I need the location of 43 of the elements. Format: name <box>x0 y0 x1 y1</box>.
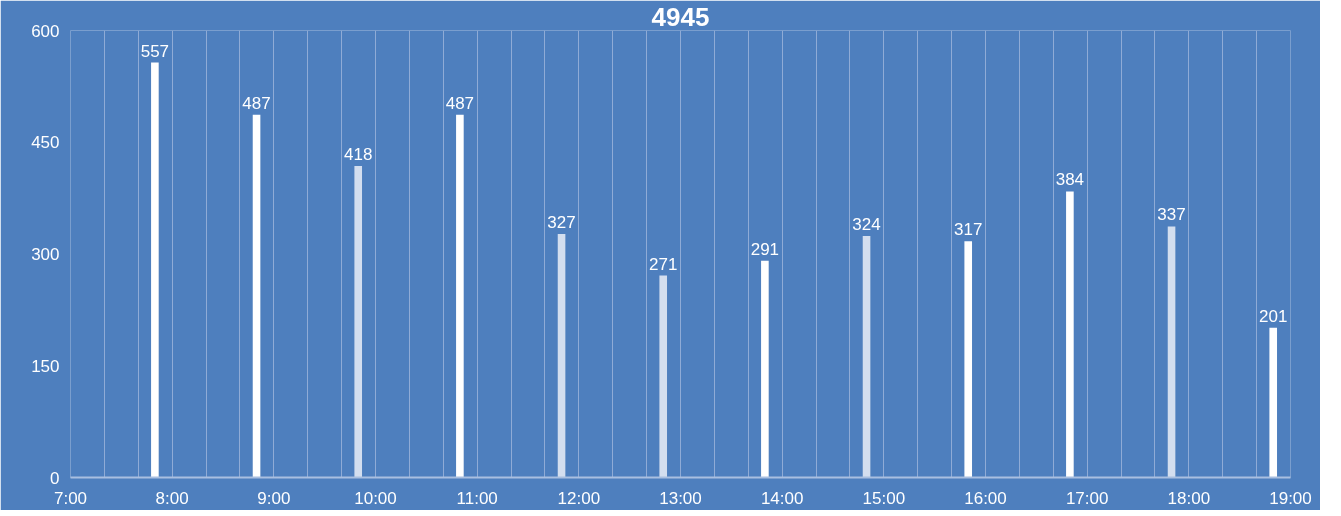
bar <box>557 233 566 478</box>
x-tick-label: 8:00 <box>155 488 189 508</box>
data-label: 557 <box>140 41 170 61</box>
data-label: 384 <box>1055 170 1085 190</box>
x-tick-label: 13:00 <box>659 488 702 508</box>
data-label: 337 <box>1157 205 1186 225</box>
bar <box>151 62 159 478</box>
y-tick-label: 300 <box>31 245 60 264</box>
data-label: 317 <box>954 220 983 240</box>
data-label: 487 <box>445 93 475 113</box>
data-label: 327 <box>547 212 576 232</box>
data-label: 291 <box>750 239 780 259</box>
x-tick-label: 16:00 <box>964 488 1007 508</box>
x-tick-label: 14:00 <box>760 488 804 508</box>
bar <box>964 241 973 478</box>
y-tick-label: 0 <box>50 468 60 488</box>
x-tick-label: 7:00 <box>53 488 88 508</box>
x-tick-label: 10:00 <box>354 488 397 508</box>
x-tick-label: 15:00 <box>862 488 906 508</box>
y-tick-label: 450 <box>31 133 60 153</box>
y-tick-label: 600 <box>31 21 60 41</box>
data-label: 271 <box>649 254 678 274</box>
x-tick-label: 19:00 <box>1269 488 1312 508</box>
bar <box>252 114 261 478</box>
chart-title: 4945 <box>651 1 710 32</box>
data-label: 324 <box>852 215 881 235</box>
data-label: 201 <box>1259 306 1288 326</box>
x-tick-label: 18:00 <box>1167 488 1211 508</box>
data-label: 418 <box>344 145 373 165</box>
x-tick-label: 12:00 <box>557 488 601 508</box>
data-label: 487 <box>242 93 271 113</box>
bar <box>354 166 363 478</box>
bar <box>1066 191 1074 478</box>
bar <box>761 260 769 478</box>
bar <box>659 275 668 478</box>
x-tick-label: 11:00 <box>456 488 498 508</box>
x-tick-label: 9:00 <box>257 488 291 508</box>
bar <box>1167 226 1176 478</box>
bar <box>862 236 871 478</box>
bar <box>1269 327 1278 478</box>
x-tick-label: 17:00 <box>1065 488 1109 508</box>
y-tick-label: 150 <box>31 356 60 376</box>
bar <box>456 114 464 478</box>
